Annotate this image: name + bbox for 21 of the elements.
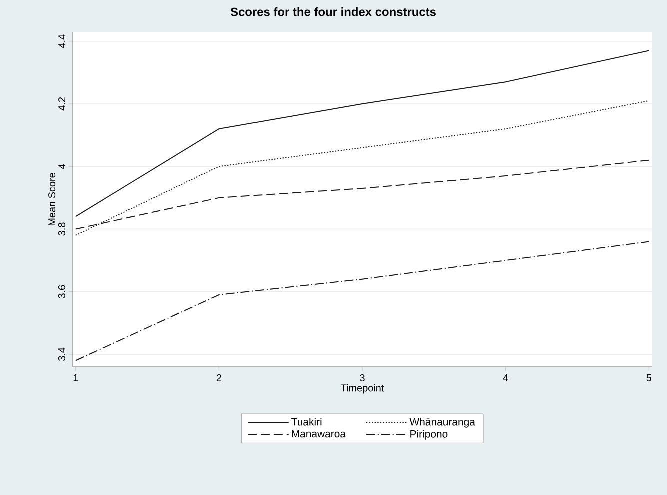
- y-tick-label: 4: [58, 164, 66, 170]
- line-series: [75, 50, 650, 218]
- y-tick-label: 3.4: [58, 348, 66, 362]
- y-tick-label: 4.4: [58, 34, 66, 48]
- line-series: [75, 241, 650, 362]
- x-axis-title: Timepoint: [341, 384, 384, 394]
- line-series: [75, 100, 650, 236]
- chart-title: Scores for the four index constructs: [230, 8, 436, 16]
- x-tick-label: 1: [74, 374, 78, 382]
- legend-label: Manawaroa: [292, 430, 346, 438]
- y-tick-label: 4.2: [58, 98, 66, 111]
- y-axis-title: Mean Score: [48, 173, 56, 226]
- x-tick-label: 3: [360, 374, 365, 382]
- x-tick-label: 2: [216, 374, 222, 382]
- legend-label: Tuakiri: [292, 418, 322, 426]
- legend-label: Whānauranga: [410, 418, 476, 428]
- legend-label: Piripono: [410, 430, 448, 440]
- x-tick-label: 5: [646, 374, 652, 382]
- x-tick-label: 4: [503, 374, 508, 382]
- y-tick-label: 3.6: [58, 285, 66, 298]
- y-tick-label: 3.8: [58, 222, 66, 236]
